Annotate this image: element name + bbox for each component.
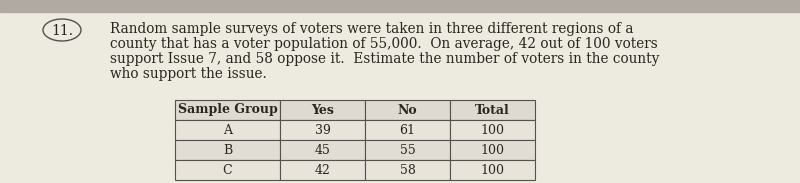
Text: 42: 42 [314,163,330,176]
Text: 100: 100 [481,163,505,176]
Text: who support the issue.: who support the issue. [110,67,266,81]
Bar [280,120,365,140]
Bar [175,160,280,180]
Bar [175,100,280,120]
Bar [450,160,535,180]
Bar [365,100,450,120]
Bar [450,100,535,120]
Bar [365,160,450,180]
Text: C: C [222,163,232,176]
Text: 11.: 11. [51,24,73,38]
Text: 58: 58 [399,163,415,176]
Bar [450,120,535,140]
Bar [175,120,280,140]
Bar [280,140,365,160]
Text: Random sample surveys of voters were taken in three different regions of a: Random sample surveys of voters were tak… [110,22,634,36]
Text: county that has a voter population of 55,000.  On average, 42 out of 100 voters: county that has a voter population of 55… [110,37,658,51]
Text: No: No [398,104,418,117]
Bar [365,120,450,140]
Text: 100: 100 [481,124,505,137]
Text: B: B [223,143,232,156]
Bar [0,0,800,12]
Text: 45: 45 [314,143,330,156]
Text: A: A [223,124,232,137]
Text: Yes: Yes [311,104,334,117]
Bar [450,140,535,160]
Text: Sample Group: Sample Group [178,104,278,117]
Text: support Issue 7, and 58 oppose it.  Estimate the number of voters in the county: support Issue 7, and 58 oppose it. Estim… [110,52,659,66]
Bar [365,140,450,160]
Text: 39: 39 [314,124,330,137]
Text: 61: 61 [399,124,415,137]
Text: 100: 100 [481,143,505,156]
Bar [280,100,365,120]
Text: Total: Total [475,104,510,117]
Text: 55: 55 [400,143,415,156]
Bar [280,160,365,180]
Bar [175,140,280,160]
